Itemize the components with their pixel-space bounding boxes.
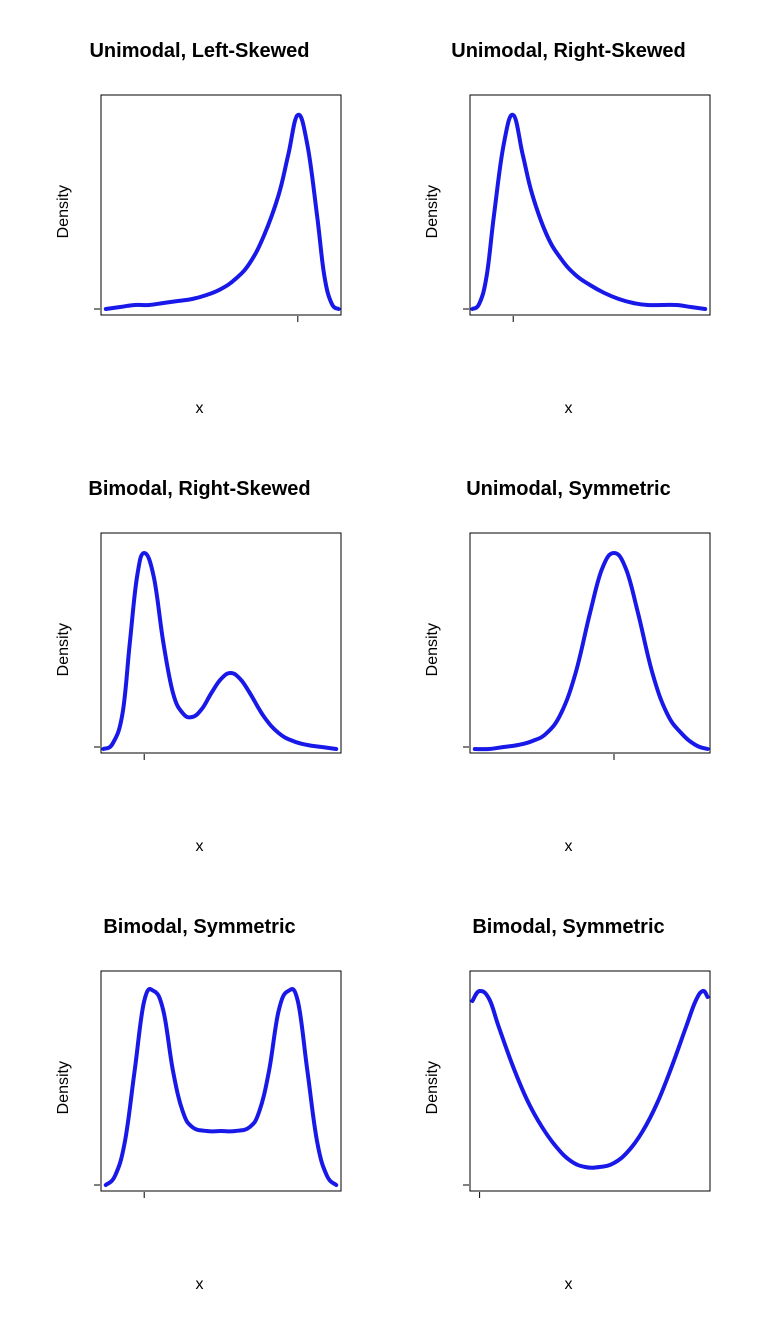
- chart-grid: Unimodal, Left-Skewed Density x Unimodal…: [0, 0, 768, 1334]
- x-axis-label: x: [565, 838, 573, 856]
- plot-row: Density: [55, 969, 345, 1206]
- plot-row: Density: [55, 93, 345, 330]
- x-axis-label: x: [196, 400, 204, 418]
- y-axis-label: Density: [424, 1061, 442, 1114]
- plot-box: [93, 969, 345, 1206]
- y-axis-label: Density: [55, 623, 73, 676]
- plot-row: Density: [55, 531, 345, 768]
- x-axis-label: x: [565, 400, 573, 418]
- plot-box: [93, 93, 345, 330]
- panel-title: Unimodal, Left-Skewed: [89, 40, 309, 63]
- y-axis-label: Density: [424, 185, 442, 238]
- plot-row: Density: [424, 969, 714, 1206]
- x-axis-label: x: [565, 1276, 573, 1294]
- panel-left-skewed: Unimodal, Left-Skewed Density x: [20, 40, 379, 418]
- plot-row: Density: [424, 93, 714, 330]
- x-axis-label: x: [196, 838, 204, 856]
- panel-title: Bimodal, Symmetric: [103, 916, 295, 939]
- plot-box: [93, 531, 345, 768]
- density-plot-svg: [462, 531, 714, 763]
- y-axis-label: Density: [424, 623, 442, 676]
- density-plot-svg: [93, 531, 345, 763]
- panel-title: Unimodal, Right-Skewed: [451, 40, 685, 63]
- plot-border: [101, 971, 341, 1191]
- panel-right-skewed: Unimodal, Right-Skewed Density x: [389, 40, 748, 418]
- plot-row: Density: [424, 531, 714, 768]
- panel-title: Bimodal, Right-Skewed: [88, 478, 310, 501]
- plot-border: [470, 971, 710, 1191]
- plot-border: [470, 533, 710, 753]
- plot-box: [462, 531, 714, 768]
- density-plot-svg: [93, 93, 345, 325]
- y-axis-label: Density: [55, 1061, 73, 1114]
- plot-box: [462, 93, 714, 330]
- x-axis-label: x: [196, 1276, 204, 1294]
- density-plot-svg: [93, 969, 345, 1201]
- y-axis-label: Density: [55, 185, 73, 238]
- panel-title: Bimodal, Symmetric: [472, 916, 664, 939]
- panel-bimodal-sym-2: Bimodal, Symmetric Density x: [389, 916, 748, 1294]
- density-plot-svg: [462, 969, 714, 1201]
- density-plot-svg: [462, 93, 714, 325]
- panel-bimodal-right: Bimodal, Right-Skewed Density x: [20, 478, 379, 856]
- panel-symmetric: Unimodal, Symmetric Density x: [389, 478, 748, 856]
- plot-box: [462, 969, 714, 1206]
- panel-bimodal-sym-1: Bimodal, Symmetric Density x: [20, 916, 379, 1294]
- panel-title: Unimodal, Symmetric: [466, 478, 671, 501]
